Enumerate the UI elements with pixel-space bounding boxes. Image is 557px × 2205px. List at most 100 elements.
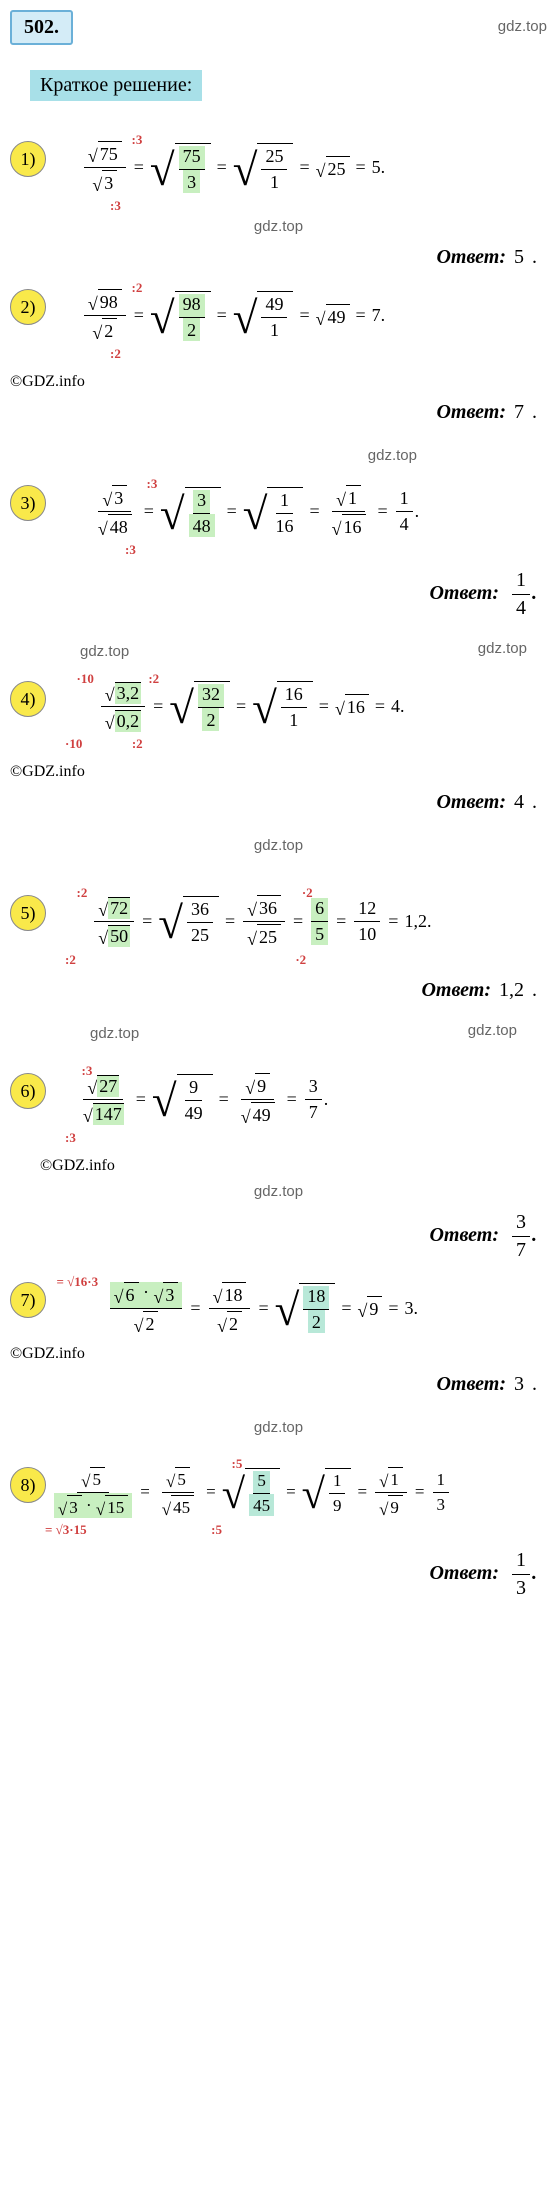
math-value: 9: [367, 1296, 382, 1320]
math-value: 2: [102, 318, 117, 342]
answer-line: Ответ:1,2.: [10, 979, 537, 1002]
math-value: 3: [183, 170, 200, 193]
solution-item: 8) :5 √5 √3 · √15 = √5 √45 = √ 5 45 = √ …: [10, 1467, 547, 1539]
math-value: 1: [266, 318, 283, 341]
math-value: 4: [396, 512, 413, 535]
item-badge: 2): [10, 289, 46, 325]
item-badge: 5): [10, 895, 46, 931]
reduce-annotation: :3: [110, 198, 121, 213]
reduce-annotation: ·10: [77, 671, 94, 686]
reduce-annotation: :5: [211, 1522, 222, 1537]
math-result: 7: [372, 305, 381, 326]
solution-item: 3) :3 √3 √48 = √ 3 48 = √ 1 16 = √1 √16 …: [10, 485, 547, 559]
math-result: 5: [372, 157, 381, 178]
math-value: 3,2: [115, 682, 142, 704]
math-value: 25: [257, 924, 281, 948]
item-badge: 3): [10, 485, 46, 521]
math-value: 2: [227, 1311, 242, 1335]
section-title: Краткое решение:: [30, 70, 202, 101]
math-value: 32: [198, 684, 224, 708]
math-value: 9: [329, 1494, 346, 1516]
math-value: 36: [257, 895, 281, 919]
math-value: 6: [311, 898, 328, 922]
reduce-annotation: :2: [132, 280, 143, 295]
reduce-annotation: :3: [82, 1063, 93, 1078]
math-value: 45: [249, 1494, 274, 1516]
math-value: 18: [222, 1282, 246, 1306]
solution-item: 7) = √16·3 √6 · √3 √2 = √18 √2 = √ 18 2 …: [10, 1282, 547, 1335]
watermark-text: gdz.top: [254, 1419, 303, 1436]
math-value: 9: [388, 1495, 403, 1518]
math-value: 16: [342, 514, 366, 538]
math-value: 25: [326, 156, 350, 180]
math-result: 1,2: [404, 911, 427, 932]
answer-line: Ответ:4.: [10, 791, 537, 814]
math-value: 2: [143, 1311, 158, 1335]
math-value: 25: [187, 923, 213, 946]
math-value: 45: [171, 1495, 194, 1518]
math-value: 36: [187, 899, 213, 923]
reduce-annotation: :3: [65, 1130, 76, 1145]
answer-line: Ответ:3.: [10, 1373, 537, 1396]
math-value: 75: [179, 146, 205, 170]
answer-line: Ответ:7.: [10, 401, 537, 424]
watermark-text: gdz.top: [254, 218, 303, 235]
math-value: 16: [271, 514, 297, 537]
math-result: 4: [391, 696, 400, 717]
watermark-text: gdz.top: [478, 640, 527, 657]
watermark-text: gdz.top: [254, 1183, 303, 1200]
math-value: 15: [105, 1495, 128, 1518]
copyright-text: ©GDZ.info: [40, 1157, 547, 1175]
math-value: 5: [175, 1467, 190, 1490]
item-badge: 8): [10, 1467, 46, 1503]
math-value: 5: [90, 1467, 105, 1490]
reduce-annotation: :2: [132, 736, 143, 751]
math-value: 7: [305, 1100, 322, 1123]
math-result: 3: [405, 1298, 414, 1319]
reduce-annotation: ·2: [295, 952, 306, 967]
math-value: 50: [108, 925, 130, 947]
solution-item: 4) ·10 :2 √3,2 √0,2 = √ 32 2 = √ 16 1 = …: [10, 681, 547, 753]
math-value: 147: [93, 1103, 124, 1125]
answer-line: Ответ:5.: [10, 246, 537, 269]
reduce-annotation: :2: [110, 346, 121, 361]
math-value: 1: [396, 488, 413, 512]
reduce-annotation: :3: [125, 542, 136, 557]
math-value: 9: [255, 1073, 270, 1097]
problem-number-box: 502.: [10, 10, 73, 45]
math-value: 49: [251, 1102, 275, 1126]
math-value: 3: [102, 170, 117, 194]
math-value: 5: [253, 1471, 270, 1494]
reduce-annotation: :3: [147, 476, 158, 491]
reduce-annotation: = √16·3: [57, 1274, 99, 1289]
answer-line: Ответ: 3 7 .: [10, 1211, 537, 1262]
math-value: 3: [112, 485, 127, 509]
watermark-text: gdz.top: [498, 18, 547, 35]
reduce-annotation: = √3·15: [45, 1522, 87, 1537]
math-value: 27: [97, 1075, 119, 1097]
item-badge: 7): [10, 1282, 46, 1318]
math-value: 49: [181, 1101, 207, 1124]
reduce-annotation: :2: [148, 671, 159, 686]
item-badge: 4): [10, 681, 46, 717]
solution-item: 2) :2 √98 √2 = √ 98 2 = √ 49 1 = √49 = 7…: [10, 289, 547, 363]
watermark-text: gdz.top: [90, 1025, 139, 1042]
math-value: 48: [189, 514, 215, 537]
item-badge: 1): [10, 141, 46, 177]
math-value: 98: [98, 289, 122, 313]
math-value: 2: [183, 318, 200, 341]
math-value: 2: [202, 708, 219, 731]
math-value: 3: [67, 1495, 82, 1518]
math-value: 2: [308, 1310, 325, 1333]
reduce-annotation: :3: [132, 132, 143, 147]
reduce-annotation: ·10: [65, 736, 82, 751]
copyright-text: ©GDZ.info: [10, 763, 547, 781]
math-value: 12: [354, 898, 380, 922]
reduce-annotation: :2: [77, 885, 88, 900]
math-value: 3: [433, 1493, 450, 1515]
math-value: 98: [179, 294, 205, 318]
watermark-text: gdz.top: [254, 837, 303, 854]
math-value: 75: [98, 141, 122, 165]
solution-item: 1) :3 √75 √3 = √ 75 3 = √ 25 1 = √25 = 5…: [10, 141, 547, 236]
answer-line: Ответ: 1 3 .: [10, 1549, 537, 1600]
